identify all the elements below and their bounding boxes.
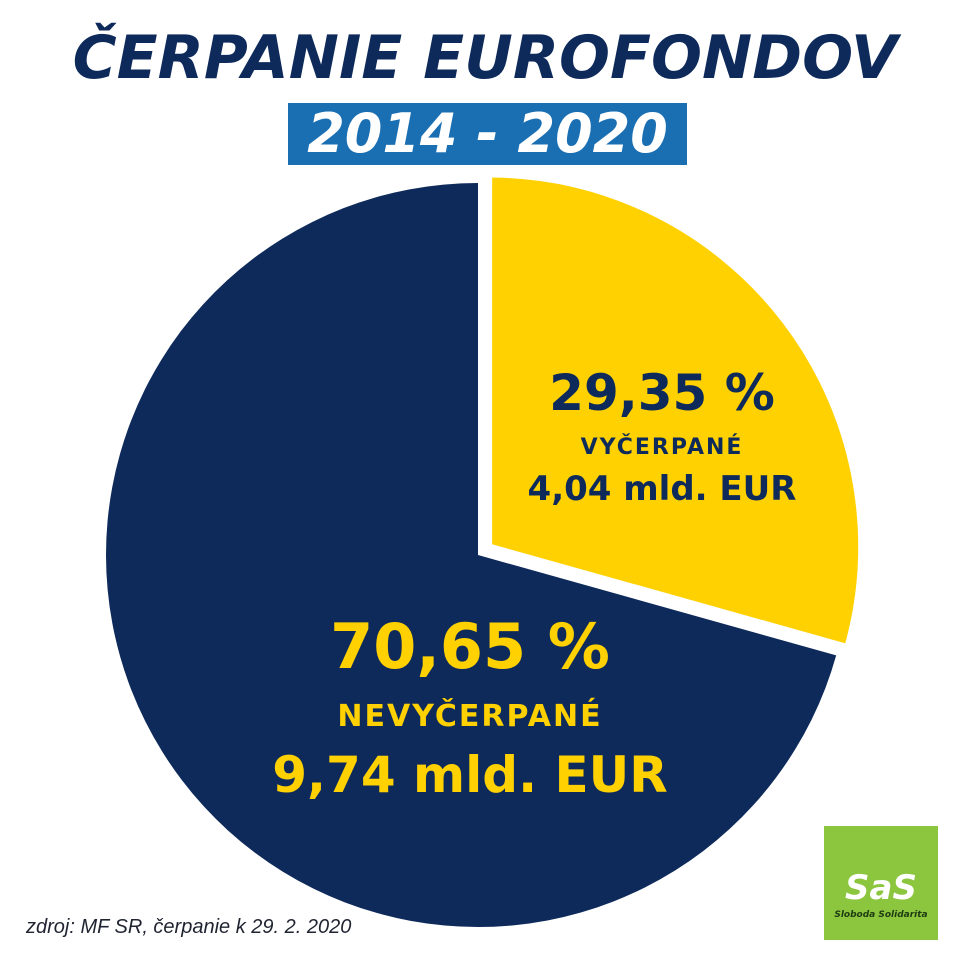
page-title: ČERPANIE EUROFONDOV: [72, 23, 898, 93]
party-logo: SaS Sloboda Solidarita: [824, 826, 938, 940]
source-note: zdroj: MF SR, čerpanie k 29. 2. 2020: [26, 916, 352, 938]
logo-mark: SaS: [845, 868, 917, 908]
slice-labels: 29,35 % VYČERPANÉ 4,04 mld. EUR 70,65 % NEVY…: [272, 364, 796, 804]
pie-slice-0: [486, 171, 865, 651]
pie-slice-1: [106, 183, 837, 927]
period-banner: 2014 - 2020: [288, 103, 687, 165]
slice-amount-label-0: 4,04 mld. EUR: [528, 469, 797, 509]
period-label: 2014 - 2020: [307, 102, 668, 165]
slice-percent-label-0: 29,35 %: [549, 364, 775, 422]
slice-category-label-1: NEVYČERPANÉ: [337, 697, 602, 734]
pie-slices: [106, 171, 865, 927]
logo-tagline: Sloboda Solidarita: [834, 910, 928, 920]
slice-category-label-0: VYČERPANÉ: [581, 434, 744, 460]
slice-percent-label-1: 70,65 %: [330, 610, 610, 683]
slice-amount-label-1: 9,74 mld. EUR: [272, 746, 667, 804]
